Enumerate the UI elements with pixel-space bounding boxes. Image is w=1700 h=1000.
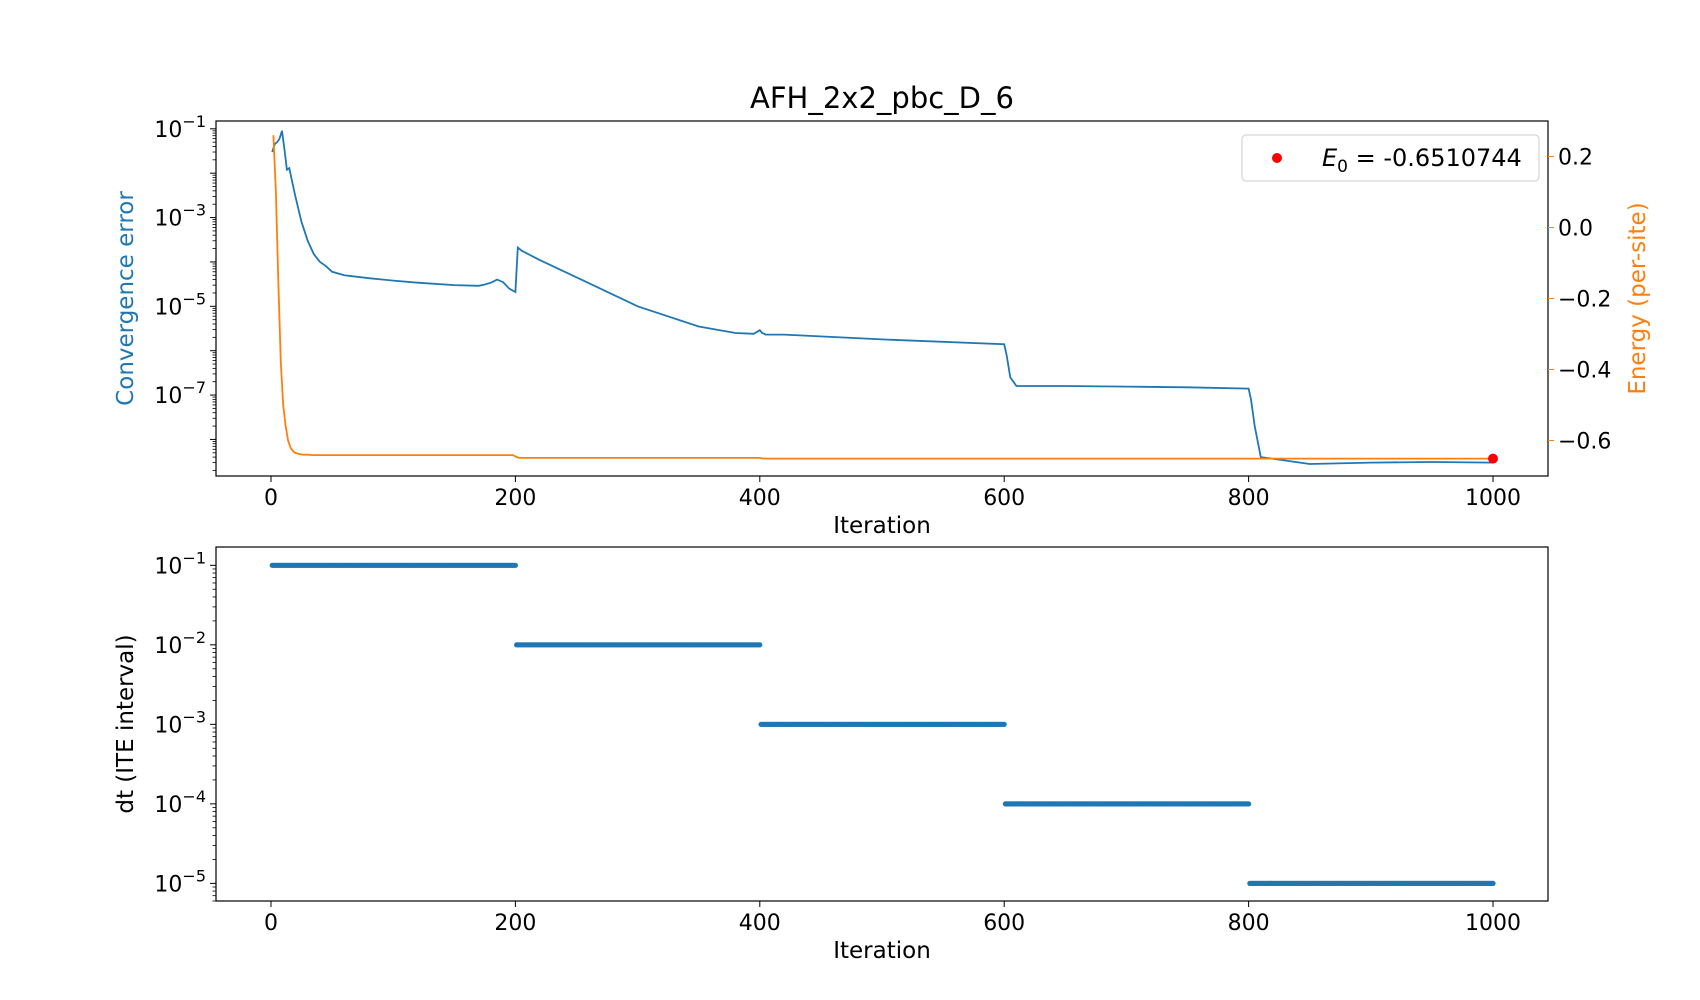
x-tick-label: 600 bbox=[983, 486, 1025, 511]
legend-value: = -0.6510744 bbox=[1348, 144, 1522, 172]
legend-symbol: E bbox=[1322, 144, 1338, 172]
x-tick-label: 800 bbox=[1228, 911, 1270, 936]
x-tick-label: 0 bbox=[264, 486, 278, 511]
dt-segment-5 bbox=[1247, 880, 1496, 886]
dt-point bbox=[512, 562, 518, 568]
convergence-energy-panel: AFH_2x2_pbc_D_6 0 200 400 600 800 1000 10−110… bbox=[113, 81, 1651, 539]
y-tick-label: 10−4 bbox=[154, 787, 206, 818]
legend-subscript: 0 bbox=[1337, 157, 1348, 177]
legend: E0 = -0.6510744 bbox=[1241, 134, 1540, 182]
dt-segment-1 bbox=[269, 562, 518, 568]
convergence-error-line bbox=[271, 130, 1494, 465]
bottom-x-axis-label: Iteration bbox=[833, 938, 931, 964]
x-tick-label: 0 bbox=[264, 911, 278, 936]
final-energy-point bbox=[1488, 453, 1499, 464]
right-y-tick-label: −0.6 bbox=[1558, 430, 1611, 455]
bottom-x-axis: 0 200 400 600 800 1000 bbox=[264, 901, 1521, 936]
y-tick-label: 10−1 bbox=[154, 112, 206, 143]
right-y-tick-label: −0.2 bbox=[1558, 288, 1611, 313]
x-tick-label: 800 bbox=[1228, 486, 1270, 511]
top-left-y-axis: 10−1 10−3 10−5 10−7 bbox=[154, 112, 216, 471]
x-tick-label: 200 bbox=[494, 486, 536, 511]
x-tick-label: 400 bbox=[739, 486, 781, 511]
right-y-tick-label: −0.4 bbox=[1558, 359, 1611, 384]
x-tick-label: 600 bbox=[983, 911, 1025, 936]
y-tick-label: 10−2 bbox=[154, 628, 206, 659]
legend-box bbox=[1241, 134, 1540, 182]
energy-line bbox=[272, 135, 1493, 460]
x-tick-label: 400 bbox=[739, 911, 781, 936]
chart-title: AFH_2x2_pbc_D_6 bbox=[750, 81, 1014, 115]
energy-axis-label: Energy (per-site) bbox=[1625, 202, 1651, 394]
right-y-tick-label: 0.0 bbox=[1558, 217, 1593, 242]
legend-marker bbox=[1272, 153, 1282, 163]
dt-point bbox=[1246, 801, 1252, 807]
y-tick-label: 10−1 bbox=[154, 548, 206, 579]
legend-entry-e0: E0 = -0.6510744 bbox=[1322, 144, 1522, 177]
x-tick-label: 1000 bbox=[1465, 486, 1521, 511]
top-right-y-axis: 0.2 0.0 −0.2 −0.4 −0.6 bbox=[1548, 146, 1611, 455]
dt-axis-label: dt (ITE interval) bbox=[113, 634, 139, 813]
x-tick-label: 200 bbox=[494, 911, 536, 936]
convergence-error-axis-label: Convergence error bbox=[113, 191, 139, 406]
top-x-axis-label: Iteration bbox=[833, 513, 931, 539]
x-tick-label: 1000 bbox=[1465, 911, 1521, 936]
y-tick-label: 10−5 bbox=[154, 289, 206, 320]
dt-segment-4 bbox=[1002, 801, 1252, 807]
top-x-axis: 0 200 400 600 800 1000 bbox=[264, 476, 1521, 511]
bottom-plot-area bbox=[269, 562, 1496, 886]
dt-segment-3 bbox=[758, 721, 1007, 727]
right-y-tick-label: 0.2 bbox=[1558, 146, 1593, 171]
dt-segment-2 bbox=[514, 642, 763, 648]
timestep-panel: 0 200 400 600 800 1000 10−1 10−2 10−3 10−4 10−5 I… bbox=[113, 546, 1549, 964]
bottom-y-axis: 10−1 10−2 10−3 10−4 10−5 bbox=[154, 548, 216, 902]
y-tick-label: 10−3 bbox=[154, 707, 206, 738]
dt-point bbox=[1490, 880, 1496, 886]
y-tick-label: 10−5 bbox=[154, 866, 206, 897]
top-plot-area bbox=[271, 130, 1499, 465]
y-tick-label: 10−3 bbox=[154, 201, 206, 232]
dt-point bbox=[757, 642, 763, 648]
dt-point bbox=[1001, 721, 1007, 727]
y-tick-label: 10−7 bbox=[154, 378, 206, 409]
